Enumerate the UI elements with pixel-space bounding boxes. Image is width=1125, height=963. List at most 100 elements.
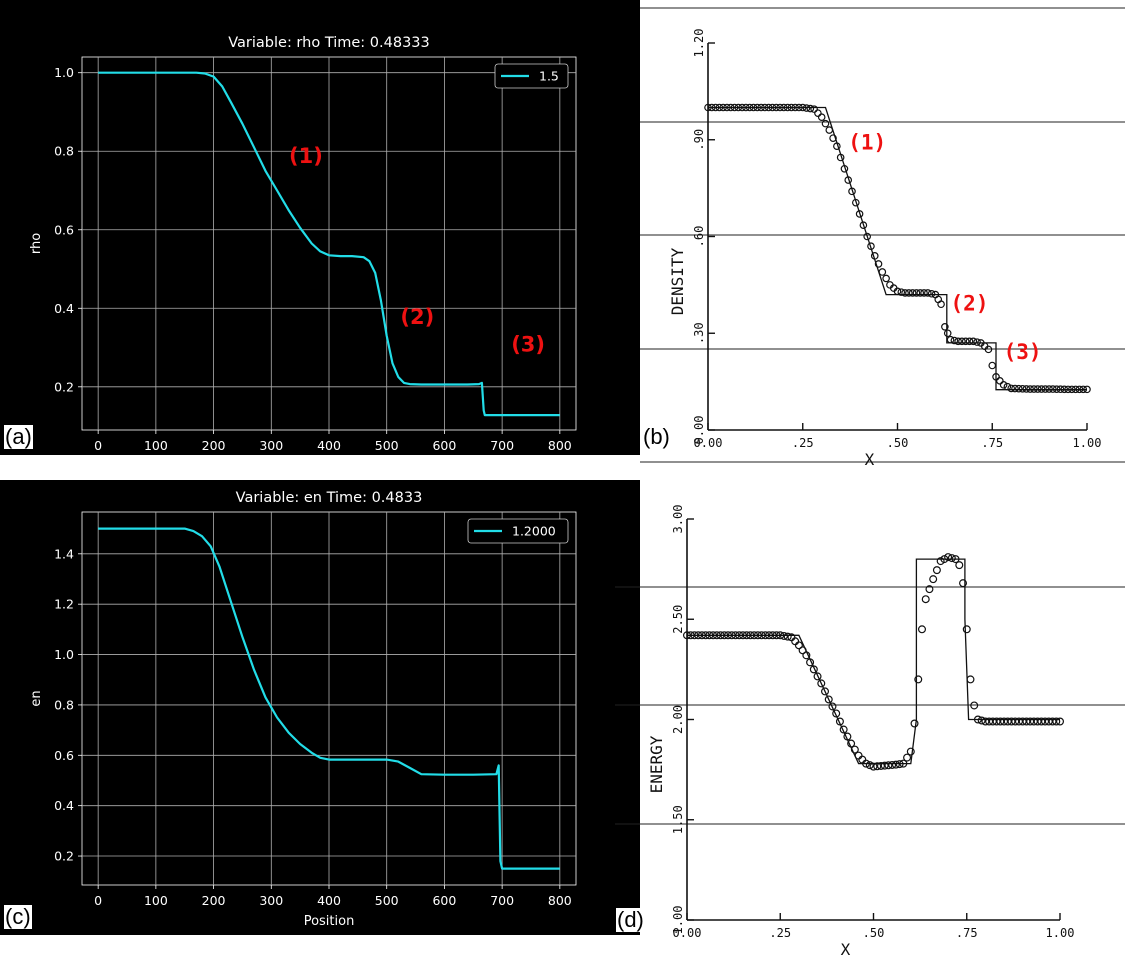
data-marker xyxy=(711,103,720,112)
data-marker xyxy=(977,716,986,725)
data-marker xyxy=(802,104,811,112)
x-tick-label: 0.00 xyxy=(673,926,702,940)
data-marker xyxy=(1014,384,1023,393)
data-marker xyxy=(817,113,826,121)
data-marker xyxy=(955,561,964,570)
data-marker xyxy=(925,585,934,594)
data-marker xyxy=(768,631,777,640)
data-marker xyxy=(1007,384,1016,393)
y-tick-label: 0.2 xyxy=(54,379,74,394)
data-marker xyxy=(1033,385,1042,393)
data-marker xyxy=(765,631,774,640)
data-marker xyxy=(884,761,893,770)
data-marker xyxy=(716,631,725,640)
y-tick-label: 3.00 xyxy=(671,505,685,534)
data-marker xyxy=(738,631,747,640)
legend-box xyxy=(494,63,569,89)
data-marker xyxy=(1037,717,1046,726)
panel-label-c: (c) xyxy=(4,904,32,929)
data-marker xyxy=(682,631,691,640)
x-tick-label: 600 xyxy=(432,438,456,453)
data-marker xyxy=(852,198,860,207)
x-tick-label: 700 xyxy=(490,438,514,453)
data-marker xyxy=(709,631,718,640)
data-marker xyxy=(761,103,769,112)
data-marker xyxy=(1044,717,1053,726)
y-tick-label: 1.50 xyxy=(671,805,685,834)
data-marker xyxy=(943,329,952,338)
data-marker xyxy=(839,725,848,734)
data-marker xyxy=(981,717,990,726)
data-marker xyxy=(1033,717,1042,726)
x-tick-label: 800 xyxy=(548,438,572,453)
data-marker xyxy=(969,337,978,346)
data-marker xyxy=(961,337,970,346)
y-axis-label: ENERGY xyxy=(647,735,666,793)
y-tick-label: 0.8 xyxy=(54,144,74,159)
data-marker xyxy=(705,631,714,640)
data-marker xyxy=(966,675,975,684)
data-marker xyxy=(768,103,777,112)
data-marker xyxy=(757,103,765,112)
data-marker xyxy=(932,566,941,575)
y-tick-label: 1.20 xyxy=(692,29,706,58)
data-marker xyxy=(813,672,822,681)
panel-label-b: (b) xyxy=(642,424,671,449)
data-marker xyxy=(1075,385,1084,394)
y-tick-label: 1.0 xyxy=(54,65,74,80)
data-marker xyxy=(880,761,889,770)
data-marker xyxy=(869,762,878,771)
data-marker xyxy=(927,289,936,298)
x-tick-label: 300 xyxy=(259,893,283,908)
annotation: (3) xyxy=(511,332,545,356)
data-marker xyxy=(810,105,818,113)
data-marker xyxy=(897,288,906,296)
data-marker xyxy=(776,631,785,640)
data-marker xyxy=(1083,385,1091,394)
panel-d: 0.00 .25 .50 .75 1.00 1.00 1.50 2.00 2.50 3.00 X EN… xyxy=(615,480,1125,963)
data-marker xyxy=(858,755,867,764)
annotation: (2) xyxy=(400,305,434,329)
data-marker xyxy=(730,103,739,112)
data-marker xyxy=(757,631,766,640)
data-marker xyxy=(844,176,853,184)
data-marker xyxy=(825,126,834,134)
legend: 1.5 xyxy=(494,63,569,89)
x-axis-label: Position xyxy=(304,914,355,929)
data-marker xyxy=(920,289,928,297)
x-axis-label: X xyxy=(841,940,851,959)
y-tick-label: .90 xyxy=(692,129,706,151)
data-marker xyxy=(772,631,781,640)
data-marker xyxy=(848,187,856,196)
data-marker xyxy=(855,210,864,218)
data-marker xyxy=(891,760,900,769)
x-tick-label: .75 xyxy=(981,436,1003,450)
data-marker xyxy=(697,631,706,640)
data-marker xyxy=(870,252,879,260)
y-tick-label: .60 xyxy=(692,226,706,248)
x-tick-label: 200 xyxy=(202,438,226,453)
data-marker xyxy=(859,221,868,230)
data-marker xyxy=(916,289,925,297)
data-marker xyxy=(946,335,955,344)
x-tick-label: 500 xyxy=(375,438,399,453)
data-marker xyxy=(843,732,852,741)
data-marker xyxy=(690,631,699,640)
data-marker xyxy=(862,759,871,768)
data-marker xyxy=(910,719,919,728)
data-marker xyxy=(1052,385,1061,393)
panel-c: 0 100 200 300 400 500 600 700 800 0.2 0.4 0.6 0.8 1.0… xyxy=(0,480,640,935)
x-tick-label: 600 xyxy=(432,893,456,908)
data-marker xyxy=(753,103,762,112)
chart-title: Variable: rho Time: 0.48333 xyxy=(228,35,430,51)
data-marker xyxy=(1041,717,1050,726)
data-marker xyxy=(753,631,762,640)
data-marker xyxy=(924,289,932,297)
data-marker xyxy=(1056,385,1065,394)
data-marker xyxy=(1014,717,1023,726)
data-marker xyxy=(850,745,859,754)
data-marker xyxy=(798,646,807,655)
data-marker xyxy=(929,575,938,584)
annotation: (1) xyxy=(289,144,323,168)
data-marker xyxy=(895,760,904,769)
